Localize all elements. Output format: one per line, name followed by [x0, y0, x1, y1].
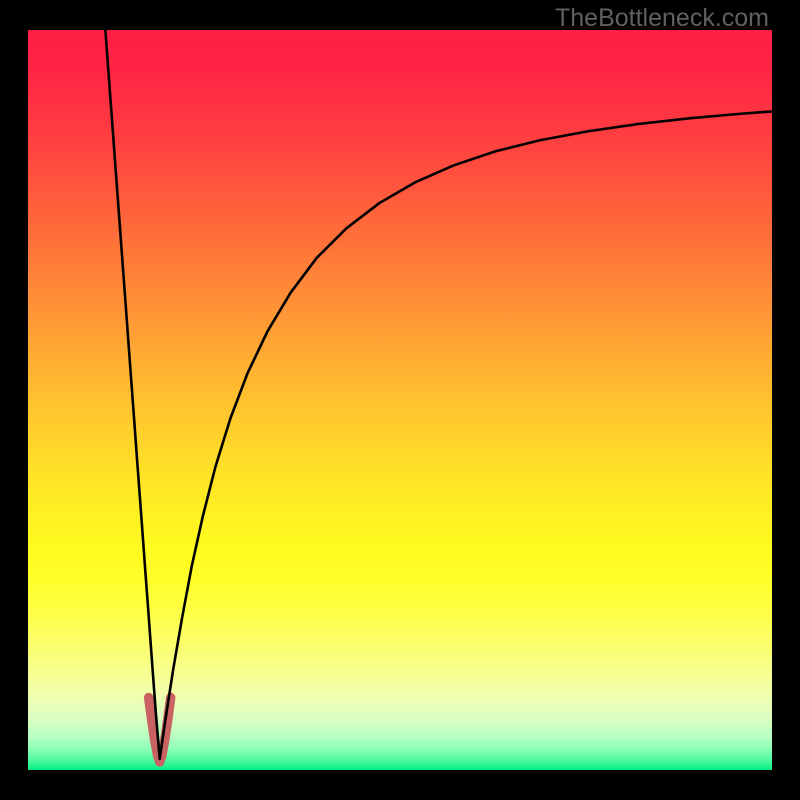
chart-frame: TheBottleneck.com — [0, 0, 800, 800]
watermark-text: TheBottleneck.com — [555, 4, 769, 33]
main-curve-path — [105, 30, 772, 759]
curve-layer — [28, 30, 772, 770]
plot-area — [28, 30, 772, 770]
